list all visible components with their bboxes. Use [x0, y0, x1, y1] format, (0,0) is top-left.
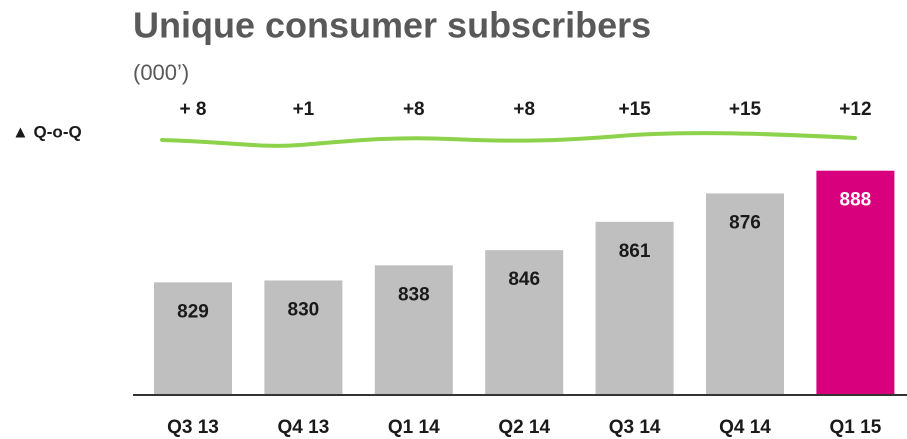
x-tick-label: Q4 14	[719, 417, 771, 438]
qoq-line	[160, 131, 857, 148]
chart-subtitle: (000’)	[133, 60, 189, 85]
x-tick-label: Q2 14	[498, 417, 550, 438]
x-tick-label: Q4 13	[278, 417, 330, 438]
qoq-value: +8	[513, 99, 535, 120]
bar	[264, 280, 343, 394]
qoq-value: +8	[403, 99, 425, 120]
x-tick-label: Q1 15	[830, 417, 882, 438]
qoq-label: ▲ Q-o-Q	[12, 122, 82, 141]
qoq-value: +12	[839, 99, 871, 120]
bar	[816, 170, 895, 394]
chart-title: Unique consumer subscribers	[133, 5, 651, 46]
value-label: 846	[508, 269, 540, 290]
x-tick-label: Q1 14	[388, 417, 440, 438]
qoq-value: +15	[729, 99, 762, 120]
bar	[374, 265, 453, 394]
bar	[154, 282, 232, 394]
value-label: 876	[729, 212, 761, 233]
x-tick-label: Q3 13	[167, 417, 219, 438]
value-label: 861	[619, 241, 651, 262]
qoq-value: +15	[618, 99, 651, 120]
qoq-value: +1	[293, 99, 315, 120]
bar	[595, 221, 674, 394]
bar	[485, 250, 564, 394]
x-tick-label: Q3 14	[609, 417, 661, 438]
value-label: 829	[177, 301, 209, 322]
value-label: 830	[288, 299, 320, 320]
qoq-value: + 8	[180, 99, 207, 120]
bar	[706, 193, 784, 394]
value-label: 838	[398, 284, 430, 305]
value-label: 888	[840, 190, 872, 211]
